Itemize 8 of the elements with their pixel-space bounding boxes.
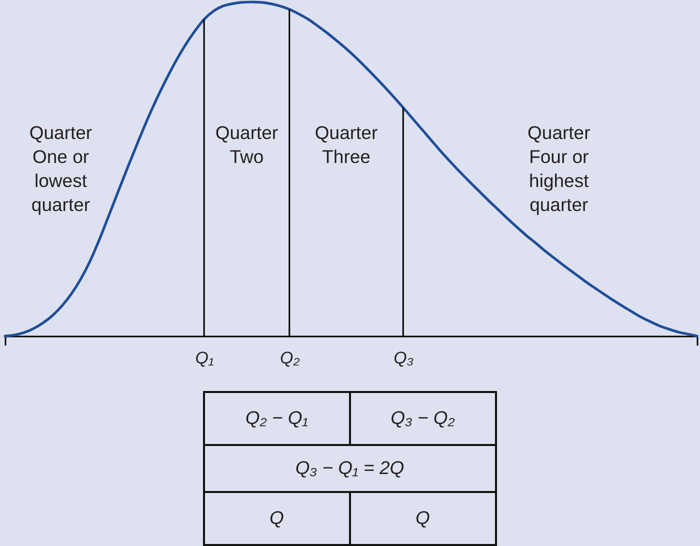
x-tick-label: Q₁ bbox=[195, 348, 214, 368]
annotation: Quarter Two bbox=[215, 122, 278, 167]
x-tick-label: Q₂ bbox=[280, 348, 300, 368]
annotation: Quarter Four or highest quarter bbox=[528, 122, 590, 215]
annotation: Quarter Three bbox=[314, 122, 378, 167]
annotation: Quarter One or lowest quarter bbox=[29, 122, 92, 215]
x-tick-label: Q₃ bbox=[394, 348, 414, 368]
table-grid: Q₂ − Q₁ Q₃ − Q₂ Q₃ − Q₁ = 2Q Q Q bbox=[203, 391, 496, 546]
